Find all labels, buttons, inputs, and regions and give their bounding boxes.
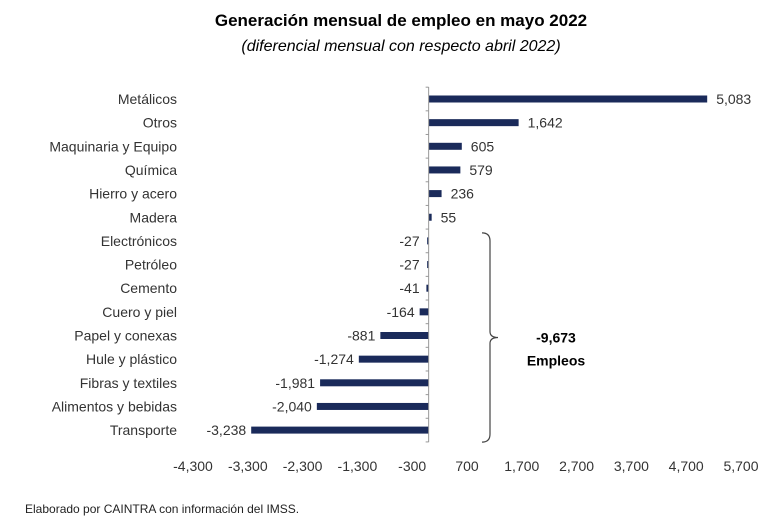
x-tick-label: 4,700 [669,458,704,474]
value-label: -164 [387,304,415,320]
bar [428,190,442,198]
footer-source: Elaborado por CAINTRA con información de… [25,502,299,516]
value-label: 605 [471,138,495,154]
category-label: Cuero y piel [102,304,177,320]
bar [428,119,519,127]
category-label: Madera [130,209,178,225]
category-label: Transporte [110,422,177,438]
bar [428,142,462,150]
category-label: Maquinaria y Equipo [49,138,177,154]
value-label: -2,040 [272,398,312,414]
bar [419,308,429,316]
value-label: 5,083 [716,91,751,107]
bar [426,284,429,292]
x-tick-label: 700 [455,458,479,474]
bar [380,332,429,339]
bar [358,355,429,363]
category-label: Química [125,162,177,178]
value-label: 1,642 [528,115,563,131]
value-labels: 5,083 1,642 605 579 236 55 -27 -27 -41 -164 -881 -1… [206,91,751,438]
bar [320,379,429,387]
category-label: Petróleo [125,257,177,273]
category-label: Cemento [120,280,177,296]
bar [316,402,429,410]
value-label: -1,274 [314,351,354,367]
category-label: Alimentos y bebidas [52,398,177,414]
value-label: -1,981 [275,375,315,391]
category-label: Hule y plástico [86,351,177,367]
annotation-total-label: Empleos [527,353,586,369]
value-label: -27 [399,257,419,273]
value-label: -27 [399,233,419,249]
bar [428,95,708,103]
bar [428,213,432,221]
category-label: Hierro y acero [89,186,177,202]
value-label: -881 [347,328,375,344]
category-label: Metálicos [118,91,177,107]
annotation-total-value: -9,673 [536,330,576,346]
x-tick-label: -1,300 [338,458,378,474]
category-label: Fibras y textiles [80,375,177,391]
category-label: Electrónicos [101,233,177,249]
bars-group [251,95,708,434]
x-tick-label: 3,700 [614,458,649,474]
x-tick-label: 1,700 [504,458,539,474]
category-labels: Metálicos Otros Maquinaria y Equipo Química… [49,91,177,438]
x-tick-label: -300 [398,458,426,474]
value-label: 236 [451,186,475,202]
category-label: Otros [143,115,177,131]
chart-title: Generación mensual de empleo en mayo 202… [215,11,587,30]
x-tick-label: -4,300 [173,458,213,474]
x-tick-label: -3,300 [228,458,268,474]
value-label: -3,238 [206,422,246,438]
bar [427,261,429,269]
chart-subtitle: (diferencial mensual con respecto abril … [241,38,560,55]
category-label: Papel y conexas [74,328,177,344]
x-axis-ticks: -4,300 -3,300 -2,300 -1,300 -300 700 1,700 2,70… [173,86,759,474]
value-label: -41 [399,280,419,296]
x-tick-label: -2,300 [283,458,323,474]
bar [427,237,429,245]
x-tick-label: 5,700 [723,458,758,474]
bar [428,166,461,174]
x-tick-label: 2,700 [559,458,594,474]
value-label: 579 [469,162,493,178]
value-label: 55 [441,209,457,225]
bar [251,426,429,434]
negative-total-brace [481,232,499,443]
